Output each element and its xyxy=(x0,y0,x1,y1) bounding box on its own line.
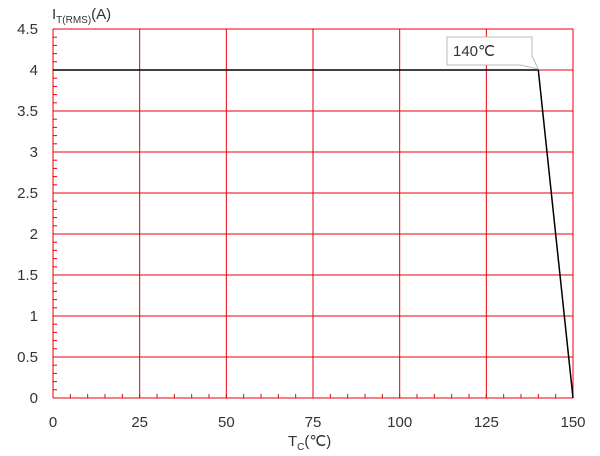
series-line-0 xyxy=(53,69,574,399)
minor-ticks xyxy=(52,28,574,399)
x-tick-label-5: 125 xyxy=(474,414,499,431)
x-tick-label-1: 25 xyxy=(131,414,148,431)
annotation: 140℃ xyxy=(446,36,540,70)
x-axis-title: TC(℃) xyxy=(288,433,331,453)
y-tick-label-8: 4 xyxy=(30,62,38,79)
y-tick-label-4: 2 xyxy=(30,226,38,243)
y-tick-label-6: 3 xyxy=(30,144,38,161)
annotation-callout-box xyxy=(446,36,540,70)
grid xyxy=(52,28,574,399)
y-axis-title-suffix: (A) xyxy=(91,6,111,23)
y-tick-label-1: 0.5 xyxy=(17,349,38,366)
y-tick-label-7: 3.5 xyxy=(17,103,38,120)
annotation-label: 140℃ xyxy=(453,43,495,60)
y-tick-label-5: 2.5 xyxy=(17,185,38,202)
y-tick-label-0: 0 xyxy=(30,390,38,407)
y-tick-label-2: 1 xyxy=(30,308,38,325)
x-tick-labels: 0 25 50 75 100 125 150 xyxy=(49,414,586,431)
x-tick-label-2: 50 xyxy=(218,414,235,431)
x-axis-title-main: T xyxy=(288,433,297,450)
y-axis-title-sub: T(RMS) xyxy=(56,15,91,26)
x-axis-title-sub: C xyxy=(297,442,304,453)
y-axis-title-main: I xyxy=(52,6,56,23)
y-tick-label-3: 1.5 xyxy=(17,267,38,284)
x-tick-label-4: 100 xyxy=(387,414,412,431)
y-tick-labels: 0 0.5 1 1.5 2 2.5 3 3.5 4 4.5 xyxy=(17,21,38,407)
y-axis-title: IT(RMS)(A) xyxy=(52,6,111,26)
series-layer xyxy=(53,69,574,399)
x-tick-label-0: 0 xyxy=(49,414,57,431)
x-axis-title-suffix: (℃) xyxy=(304,433,331,450)
x-tick-label-3: 75 xyxy=(305,414,322,431)
y-tick-label-9: 4.5 xyxy=(17,21,38,38)
x-tick-label-6: 150 xyxy=(560,414,585,431)
